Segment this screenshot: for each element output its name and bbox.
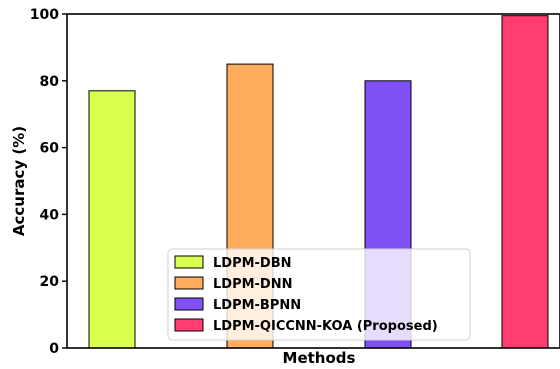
legend-frame (167, 248, 471, 341)
legend-swatch (174, 255, 204, 269)
legend-label: LDPM-DNN (213, 277, 293, 292)
y-axis-ticks: 0 20 40 60 80 100 (30, 7, 67, 357)
y-tick-label: 80 (40, 74, 60, 90)
legend-entries: LDPM-DBN LDPM-DNN LDPM-BPNN LDPM-QICCNN-KOA… (174, 255, 438, 334)
bar-ldpm-dbn (88, 90, 136, 349)
x-axis-label: Methods (283, 349, 356, 367)
bar-ldpm-qiccnn-koa-proposed (501, 15, 549, 349)
y-axis-label: Accuracy (%) (10, 126, 28, 236)
plot-frame (66, 13, 560, 349)
legend-swatch (174, 297, 204, 311)
legend-swatch (174, 318, 204, 332)
legend-label: LDPM-QICCNN-KOA (Proposed) (213, 319, 438, 334)
y-tick-label: 40 (40, 207, 60, 223)
y-tick-label: 0 (49, 341, 59, 357)
legend-label: LDPM-BPNN (213, 298, 301, 313)
y-tick-label: 60 (40, 141, 60, 157)
y-tick-label: 20 (40, 274, 60, 290)
legend: LDPM-DBN LDPM-DNN LDPM-BPNN LDPM-QICCNN-KOA… (167, 248, 471, 341)
legend-label: LDPM-DBN (213, 256, 292, 271)
legend-swatch (174, 276, 204, 290)
y-tick-label: 100 (30, 7, 59, 23)
